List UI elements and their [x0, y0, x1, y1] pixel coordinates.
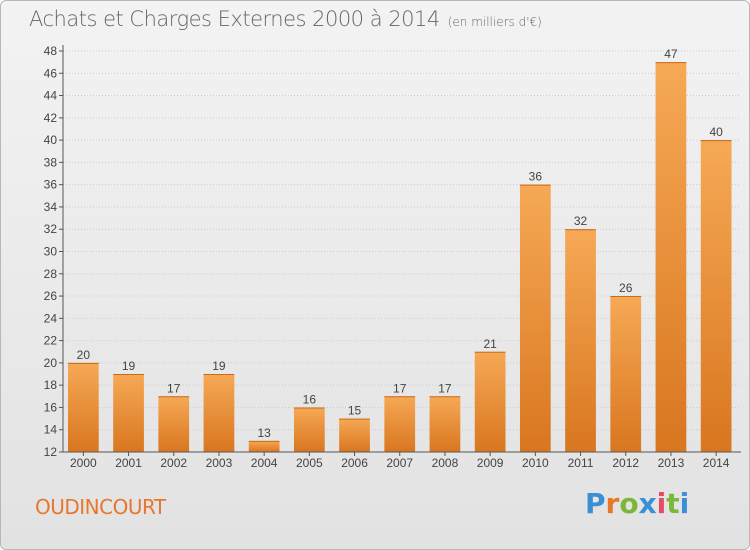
bar: [67, 362, 99, 452]
x-tick-label: 2001: [115, 456, 142, 470]
bar: [293, 407, 325, 452]
chart-title: Achats et Charges Externes 2000 à 2014 (e…: [29, 7, 542, 31]
y-tick-label: 44: [44, 89, 58, 103]
brand-letter: P: [585, 487, 606, 520]
y-tick-label: 28: [44, 267, 58, 281]
bar: [700, 140, 732, 452]
data-label: 17: [438, 381, 452, 395]
y-tick-label: 42: [44, 111, 58, 125]
y-tick-label: 30: [44, 245, 58, 259]
x-tick-label: 2014: [703, 456, 730, 470]
data-label: 20: [77, 348, 91, 362]
brand-logo: Proxiti: [585, 487, 689, 520]
y-tick-label: 40: [44, 133, 58, 147]
brand-letter: i: [656, 487, 667, 520]
bar: [384, 396, 416, 452]
y-tick-label: 22: [44, 334, 58, 348]
data-label: 47: [664, 47, 678, 61]
y-tick-label: 18: [44, 378, 58, 392]
data-label: 16: [303, 392, 317, 406]
y-tick-label: 46: [44, 66, 58, 80]
data-label: 21: [483, 337, 497, 351]
bar: [339, 418, 370, 452]
brand-letter: r: [605, 487, 620, 520]
bar: [474, 351, 506, 452]
data-label: 13: [257, 426, 271, 440]
x-tick-label: 2000: [70, 456, 97, 470]
data-label: 19: [122, 359, 136, 373]
x-tick-label: 2004: [251, 456, 278, 470]
y-tick-label: 36: [44, 178, 58, 192]
brand-letter: o: [619, 487, 639, 520]
x-tick-label: 2009: [477, 456, 504, 470]
bar: [655, 62, 687, 453]
data-label: 19: [212, 359, 226, 373]
x-tick-label: 2011: [568, 456, 594, 470]
bar: [519, 184, 551, 452]
y-tick-label: 14: [44, 423, 58, 437]
y-tick-label: 24: [44, 311, 58, 325]
x-tick-label: 2002: [160, 456, 187, 470]
x-tick-label: 2006: [341, 456, 368, 470]
data-label: 26: [619, 281, 633, 295]
x-tick-label: 2005: [296, 456, 323, 470]
commune-name: OUDINCOURT: [35, 495, 166, 519]
x-tick-label: 2013: [658, 456, 685, 470]
brand-letter: x: [638, 487, 657, 520]
data-label: 32: [574, 214, 588, 228]
y-tick-label: 26: [44, 289, 58, 303]
chart-subtitle: (en milliers d'€): [447, 15, 542, 29]
y-tick-label: 32: [44, 222, 58, 236]
y-tick-label: 16: [44, 400, 58, 414]
chart-title-text: Achats et Charges Externes 2000 à 2014: [29, 7, 440, 31]
x-tick-label: 2012: [612, 456, 639, 470]
x-tick-label: 2007: [386, 456, 413, 470]
bar: [248, 440, 280, 452]
bar: [565, 229, 596, 452]
brand-letter: t: [666, 487, 680, 520]
x-tick-label: 2010: [522, 456, 549, 470]
data-label: 17: [393, 381, 407, 395]
y-tick-label: 38: [44, 155, 58, 169]
bar: [113, 374, 144, 452]
y-tick-label: 12: [44, 445, 58, 459]
data-label: 40: [709, 125, 723, 139]
bar: [429, 396, 461, 452]
y-tick-label: 20: [44, 356, 58, 370]
data-label: 36: [529, 170, 543, 184]
x-tick-label: 2008: [432, 456, 459, 470]
bar: [203, 374, 235, 452]
data-label: 17: [167, 381, 181, 395]
bar: [610, 296, 642, 452]
x-tick-label: 2003: [206, 456, 233, 470]
y-tick-label: 34: [44, 200, 58, 214]
data-label: 15: [348, 404, 362, 418]
bar: [158, 396, 190, 452]
brand-letter: i: [679, 487, 690, 520]
y-tick-label: 48: [44, 44, 58, 58]
